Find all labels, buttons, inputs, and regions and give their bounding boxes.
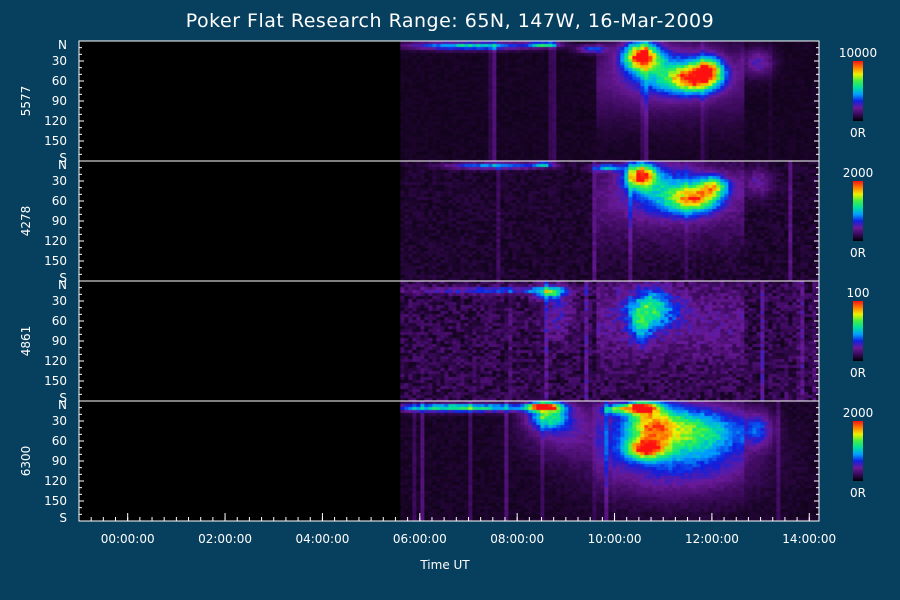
x-tick-label: 02:00:00 xyxy=(198,532,252,546)
y-tick-label: 120 xyxy=(44,234,67,248)
x-tick-label: 14:00:00 xyxy=(782,532,836,546)
y-tick-label: 150 xyxy=(44,254,67,268)
colorbar-max-label: 100 xyxy=(847,286,870,300)
y-tick-label: 60 xyxy=(52,194,67,208)
y-tick-label: 150 xyxy=(44,134,67,148)
wavelength-label: 4861 xyxy=(19,326,33,357)
y-tick-label: 60 xyxy=(52,434,67,448)
y-tick-label: 30 xyxy=(52,414,67,428)
x-tick-label: 00:00:00 xyxy=(101,532,155,546)
x-tick-label: 06:00:00 xyxy=(393,532,447,546)
y-tick-label: 90 xyxy=(52,94,67,108)
panel-4861: N 30 60 90 120 150 S 4861 100 0R xyxy=(19,278,869,405)
colorbar-max-label: 10000 xyxy=(839,46,877,60)
wavelength-label: 6300 xyxy=(19,446,33,477)
heatmap-image xyxy=(400,401,820,521)
y-tick-label: 120 xyxy=(44,114,67,128)
y-tick-label: N xyxy=(58,158,67,172)
y-tick-label: 150 xyxy=(44,374,67,388)
y-tick-label: 60 xyxy=(52,74,67,88)
panel-6300: N 30 60 90 120 150 S 6300 2000 0R xyxy=(19,398,873,525)
panels-group: N 30 60 90 120 150 S 5577 10000 0R N 30 60 90 120 150 S 4… xyxy=(19,38,877,525)
colorbar xyxy=(853,301,863,361)
y-tick-label: S xyxy=(59,511,67,525)
colorbar xyxy=(853,61,863,121)
x-axis: 00:00:00 02:00:00 04:00:00 06:00:00 08:00:00… xyxy=(78,513,836,546)
y-tick-label: N xyxy=(58,398,67,412)
x-tick-label: 12:00:00 xyxy=(685,532,739,546)
colorbar xyxy=(853,421,863,481)
y-tick-label: 120 xyxy=(44,474,67,488)
y-tick-label: 120 xyxy=(44,354,67,368)
wavelength-label: 4278 xyxy=(19,206,33,237)
wavelength-label: 5577 xyxy=(19,86,33,117)
y-tick-label: S xyxy=(59,271,67,285)
y-tick-label: 90 xyxy=(52,214,67,228)
colorbar-min-label: 0R xyxy=(850,486,866,500)
y-tick-label: 90 xyxy=(52,334,67,348)
x-tick-label: 04:00:00 xyxy=(295,532,349,546)
colorbar-min-label: 0R xyxy=(850,246,866,260)
x-tick-label: 08:00:00 xyxy=(490,532,544,546)
y-tick-label: N xyxy=(58,38,67,52)
y-tick-label: 30 xyxy=(52,54,67,68)
x-tick-label: 10:00:00 xyxy=(588,532,642,546)
y-tick-label: 60 xyxy=(52,314,67,328)
colorbar-min-label: 0R xyxy=(850,126,866,140)
y-tick-label: N xyxy=(58,278,67,292)
y-tick-label: 30 xyxy=(52,174,67,188)
colorbar-max-label: 2000 xyxy=(843,406,874,420)
heatmap-image xyxy=(400,161,820,281)
x-axis-label: Time UT xyxy=(419,558,470,572)
colorbar xyxy=(853,181,863,241)
panel-5577: N 30 60 90 120 150 S 5577 10000 0R xyxy=(19,38,877,165)
y-tick-label: 30 xyxy=(52,294,67,308)
colorbar-max-label: 2000 xyxy=(843,166,874,180)
colorbar-min-label: 0R xyxy=(850,366,866,380)
y-tick-label: 90 xyxy=(52,454,67,468)
y-tick-label: 150 xyxy=(44,494,67,508)
y-tick-label: S xyxy=(59,391,67,405)
heatmap-image xyxy=(400,41,820,161)
panel-4278: N 30 60 90 120 150 S 4278 2000 0R xyxy=(19,158,873,285)
heatmap-image xyxy=(400,281,820,401)
y-tick-label: S xyxy=(59,151,67,165)
chart-title: Poker Flat Research Range: 65N, 147W, 16… xyxy=(185,10,715,32)
